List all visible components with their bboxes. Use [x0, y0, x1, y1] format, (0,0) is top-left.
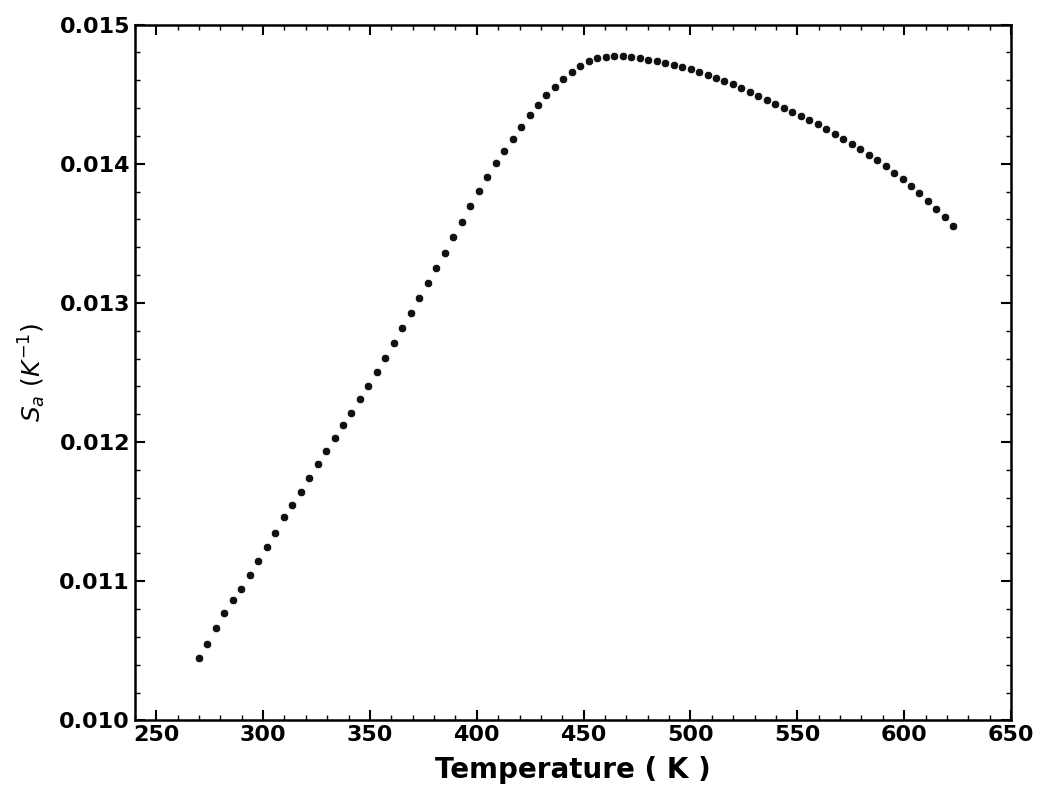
Point — [199, 637, 215, 650]
Point — [470, 185, 487, 198]
Point — [461, 199, 478, 212]
Point — [733, 82, 749, 95]
Point — [530, 99, 547, 111]
Point — [860, 148, 877, 161]
Point — [886, 166, 903, 179]
Point — [674, 60, 691, 73]
Point — [869, 154, 886, 167]
Point — [920, 195, 936, 207]
Y-axis label: $S_a\ (K^{-1})$: $S_a\ (K^{-1})$ — [17, 323, 48, 422]
Point — [233, 582, 250, 595]
Point — [945, 220, 962, 233]
Point — [215, 606, 232, 619]
Point — [572, 59, 589, 72]
Point — [615, 50, 632, 62]
Point — [326, 432, 343, 445]
Point — [784, 105, 801, 118]
Point — [826, 127, 843, 140]
Point — [699, 68, 716, 81]
Point — [403, 307, 419, 320]
Point — [724, 78, 741, 91]
Point — [640, 53, 657, 66]
Point — [750, 89, 767, 102]
Point — [478, 171, 495, 183]
Point — [936, 211, 953, 223]
Point — [742, 86, 759, 99]
Point — [716, 74, 733, 87]
Point — [360, 380, 377, 392]
Point — [691, 66, 707, 78]
Point — [911, 187, 928, 199]
Point — [317, 445, 334, 457]
Point — [759, 93, 776, 106]
Point — [419, 277, 436, 290]
Point — [809, 118, 826, 131]
Point — [394, 321, 411, 334]
Point — [411, 292, 428, 304]
Point — [352, 393, 369, 406]
Point — [343, 406, 359, 419]
Point — [605, 50, 622, 62]
Point — [665, 58, 682, 71]
Point — [301, 472, 317, 485]
Point — [623, 50, 640, 63]
Point — [250, 554, 267, 567]
Point — [242, 568, 259, 581]
Point — [878, 160, 894, 173]
Point — [496, 144, 513, 157]
Point — [386, 336, 403, 349]
Point — [334, 419, 351, 432]
Point — [597, 50, 614, 63]
Point — [801, 114, 818, 127]
Point — [851, 143, 868, 155]
Point — [843, 137, 860, 150]
Point — [589, 52, 605, 65]
Point — [894, 173, 911, 186]
X-axis label: Temperature ( K ): Temperature ( K ) — [435, 756, 710, 784]
Point — [555, 73, 572, 86]
Point — [309, 457, 326, 470]
Point — [547, 80, 563, 93]
Point — [903, 179, 920, 192]
Point — [292, 485, 309, 498]
Point — [190, 651, 207, 664]
Point — [834, 132, 851, 145]
Point — [259, 541, 275, 553]
Point — [818, 123, 834, 135]
Point — [767, 97, 784, 110]
Point — [538, 89, 555, 102]
Point — [225, 594, 242, 606]
Point — [284, 498, 301, 511]
Point — [657, 56, 674, 69]
Point — [632, 52, 648, 65]
Point — [707, 71, 724, 84]
Point — [488, 157, 504, 170]
Point — [792, 110, 809, 123]
Point — [580, 54, 597, 67]
Point — [267, 526, 284, 539]
Point — [928, 203, 945, 215]
Point — [776, 101, 792, 114]
Point — [377, 351, 394, 364]
Point — [682, 62, 699, 75]
Point — [513, 120, 530, 133]
Point — [275, 510, 292, 523]
Point — [428, 262, 445, 275]
Point — [369, 365, 386, 378]
Point — [504, 132, 521, 145]
Point — [445, 231, 461, 244]
Point — [563, 66, 580, 78]
Point — [521, 109, 538, 122]
Point — [207, 622, 224, 634]
Point — [436, 247, 453, 260]
Point — [453, 215, 470, 228]
Point — [648, 54, 665, 67]
